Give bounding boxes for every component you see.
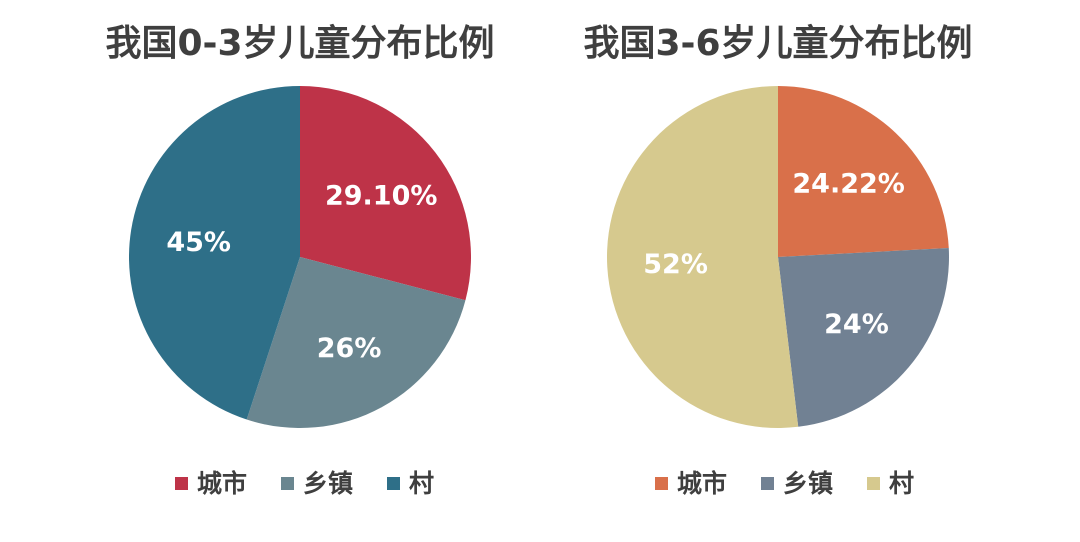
chart-3-6-legend: 城市 乡镇 村 [655, 469, 914, 498]
chart-0-3-slice-1 [246, 257, 466, 428]
chart-0-3-legend-swatch-0 [175, 477, 188, 490]
chart-3-6-legend-swatch-2 [867, 477, 880, 490]
chart-3-6-legend-label-2: 村 [889, 469, 914, 498]
chart-0-3-title: 我国0-3岁儿童分布比例 [105, 22, 494, 64]
chart-0-3-legend-label-0: 城市 [197, 469, 247, 498]
chart-3-6-legend-swatch-1 [761, 477, 774, 490]
chart-3-6-slice-label-2: 52% [643, 249, 708, 280]
chart-0-3-slice-label-2: 45% [166, 227, 231, 258]
chart-0-3-slice-labels: 29.10% 26% 45% [166, 180, 437, 364]
chart-0-3: 我国0-3岁儿童分布比例 29.10% 26% 45% 城市 乡镇 村 [105, 22, 494, 498]
chart-3-6-legend-label-1: 乡镇 [783, 469, 833, 498]
chart-3-6-slice-label-1: 24% [824, 309, 889, 340]
chart-0-3-slice-label-0: 29.10% [325, 180, 437, 211]
chart-0-3-slice-0 [300, 86, 471, 301]
chart-3-6-slice-label-0: 24.22% [792, 169, 904, 200]
chart-0-3-legend-label-1: 乡镇 [303, 469, 353, 498]
chart-3-6-slice-2 [607, 86, 799, 428]
chart-3-6-slice-0 [778, 86, 949, 257]
chart-3-6-legend-swatch-0 [655, 477, 668, 490]
chart-3-6-slice-labels: 24.22% 24% 52% [643, 169, 905, 341]
chart-0-3-legend-swatch-1 [281, 477, 294, 490]
chart-3-6-slice-1 [778, 248, 949, 427]
chart-3-6-slices [607, 86, 949, 428]
chart-3-6-title: 我国3-6岁儿童分布比例 [583, 22, 972, 64]
chart-3-6: 我国3-6岁儿童分布比例 24.22% 24% 52% 城市 乡镇 村 [583, 22, 972, 498]
chart-0-3-slice-label-1: 26% [317, 333, 382, 364]
chart-0-3-legend-label-2: 村 [409, 469, 434, 498]
chart-0-3-slice-2 [129, 86, 300, 420]
chart-3-6-legend-label-0: 城市 [677, 469, 727, 498]
chart-0-3-slices [129, 86, 471, 428]
chart-0-3-legend-swatch-2 [387, 477, 400, 490]
chart-0-3-legend: 城市 乡镇 村 [175, 469, 434, 498]
